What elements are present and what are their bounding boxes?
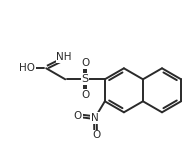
Text: HO: HO (19, 63, 35, 73)
Text: S: S (82, 74, 89, 84)
Text: N: N (91, 113, 99, 123)
Text: O: O (81, 90, 89, 100)
Text: NH: NH (56, 52, 72, 62)
Text: O: O (92, 130, 100, 140)
Text: O: O (74, 111, 82, 121)
Text: O: O (81, 59, 89, 68)
